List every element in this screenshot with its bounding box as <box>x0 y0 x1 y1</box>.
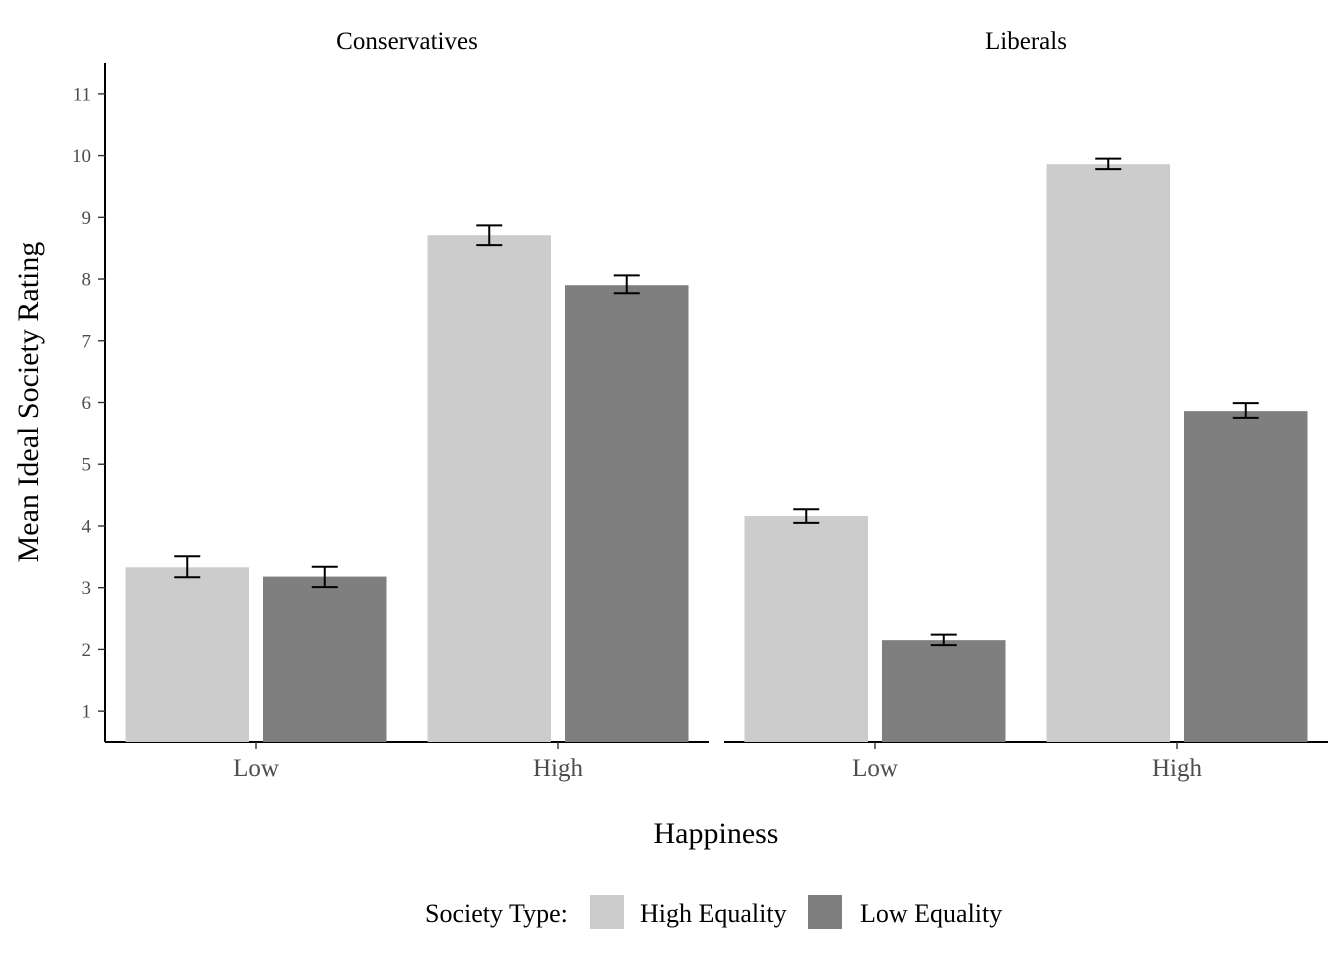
legend-label-high-equality: High Equality <box>640 899 787 928</box>
y-tick-label: 1 <box>82 702 92 723</box>
y-tick-label: 3 <box>82 578 92 599</box>
y-tick-label: 7 <box>82 331 92 352</box>
bar-conservatives-low-low-equality <box>263 576 387 742</box>
facet-strip-label: Liberals <box>985 28 1067 55</box>
legend-label-low-equality: Low Equality <box>860 899 1002 928</box>
error-bar <box>311 565 338 589</box>
bar-conservatives-low-high-equality <box>125 567 249 742</box>
y-tick-label: 8 <box>82 270 92 291</box>
bar-liberals-high-high-equality <box>1046 164 1170 742</box>
error-bar <box>613 274 640 295</box>
legend-title: Society Type: <box>425 899 568 928</box>
x-tick-label: High <box>533 755 584 782</box>
y-tick-label: 11 <box>73 84 91 105</box>
bar-liberals-low-high-equality <box>744 516 868 742</box>
y-tick-label: 10 <box>72 146 91 167</box>
error-bar <box>1232 402 1259 419</box>
x-tick-label: Low <box>852 755 898 782</box>
y-tick-label: 4 <box>82 516 92 537</box>
facet-panel-liberals: Liberals Low High <box>724 28 1328 782</box>
facet-strip-label: Conservatives <box>336 28 478 55</box>
error-bar <box>476 224 503 247</box>
y-tick-label: 2 <box>82 640 92 661</box>
x-tick-label: Low <box>233 755 279 782</box>
legend-swatch-low-equality <box>808 895 842 929</box>
bar-conservatives-high-low-equality <box>565 285 689 742</box>
x-tick-label: High <box>1152 755 1203 782</box>
error-bar <box>1095 157 1122 171</box>
x-axis-title: Happiness <box>654 817 779 850</box>
error-bar <box>930 633 957 647</box>
y-axis: 1 2 3 4 5 6 7 8 9 10 11 <box>72 63 106 742</box>
error-bar <box>793 508 820 524</box>
legend: Society Type: High Equality Low Equality <box>425 895 1002 929</box>
y-axis-title: Mean Ideal Society Rating <box>12 242 45 563</box>
facet-panel-conservatives: Conservatives Low High <box>105 28 709 782</box>
legend-swatch-high-equality <box>590 895 624 929</box>
facet-panels: Conservatives Low High Liberals Low High <box>105 28 1328 782</box>
error-bar <box>174 555 201 579</box>
y-tick-label: 9 <box>82 208 92 229</box>
bar-liberals-low-low-equality <box>882 640 1006 742</box>
y-tick-label: 6 <box>82 393 92 414</box>
y-tick-label: 5 <box>82 455 92 476</box>
bar-liberals-high-low-equality <box>1184 411 1308 742</box>
bar-conservatives-high-high-equality <box>427 235 551 742</box>
